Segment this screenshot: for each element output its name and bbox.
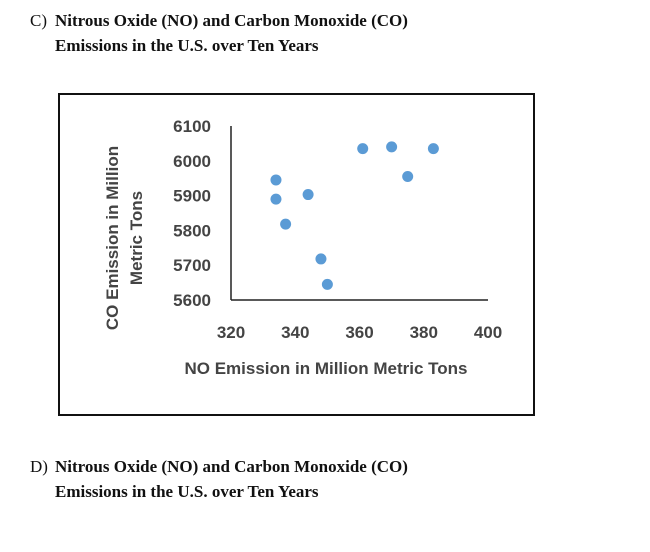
y-tick-label: 5700 [173, 256, 211, 275]
option-letter: D) [30, 457, 48, 476]
data-points [270, 141, 439, 290]
y-tick-label: 6100 [173, 117, 211, 136]
data-point [270, 193, 282, 205]
question-title-line1: Nitrous Oxide (NO) and Carbon Monoxide (… [55, 11, 408, 30]
data-point [270, 174, 282, 186]
y-tick-label: 6000 [173, 152, 211, 171]
question-title-line2: Emissions in the U.S. over Ten Years [55, 36, 319, 55]
x-tick-labels: 320 340 360 380 400 [217, 323, 502, 342]
x-tick-label: 360 [345, 323, 373, 342]
data-point [315, 253, 327, 265]
y-axis-label-line2: Metric Tons [127, 191, 146, 285]
x-tick-label: 340 [281, 323, 309, 342]
data-point [357, 143, 369, 155]
y-axis-label-line1: CO Emission in Million [103, 146, 122, 330]
x-tick-label: 320 [217, 323, 245, 342]
y-tick-label: 5600 [173, 291, 211, 310]
y-tick-labels: 5600 5700 5800 5900 6000 6100 [173, 117, 211, 310]
y-tick-label: 5800 [173, 221, 211, 240]
x-axis-label: NO Emission in Million Metric Tons [184, 359, 467, 378]
data-point [280, 218, 292, 230]
scatter-chart: 5600 5700 5800 5900 6000 6100 320 340 360 380 400… [103, 117, 502, 378]
data-point [386, 141, 398, 153]
data-point [427, 143, 439, 155]
data-point [402, 170, 414, 182]
chart-frame: 5600 5700 5800 5900 6000 6100 320 340 360 380 400… [58, 93, 535, 416]
x-tick-label: 380 [410, 323, 438, 342]
data-point [302, 189, 314, 201]
option-letter: C) [30, 11, 47, 30]
data-point [321, 278, 333, 290]
question-c: C) Nitrous Oxide (NO) and Carbon Monoxide… [30, 8, 408, 58]
question-title-line2: Emissions in the U.S. over Ten Years [55, 482, 319, 501]
question-d: D) Nitrous Oxide (NO) and Carbon Monoxide… [30, 454, 408, 504]
x-tick-label: 400 [474, 323, 502, 342]
question-title-line1: Nitrous Oxide (NO) and Carbon Monoxide (… [55, 457, 408, 476]
y-tick-label: 5900 [173, 187, 211, 206]
